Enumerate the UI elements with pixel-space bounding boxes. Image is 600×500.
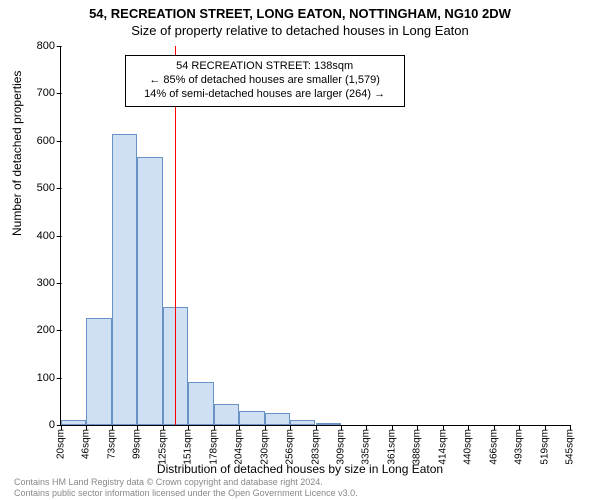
histogram-bar — [188, 382, 213, 425]
x-tick: 256sqm — [285, 425, 296, 465]
plot-area: 010020030040050060070080020sqm46sqm73sqm… — [60, 46, 570, 426]
x-tick: 388sqm — [412, 425, 423, 465]
y-tick: 800 — [37, 40, 61, 52]
x-tick: 20sqm — [56, 425, 67, 459]
x-tick: 73sqm — [106, 425, 117, 459]
x-tick: 125sqm — [157, 425, 168, 465]
x-tick: 519sqm — [539, 425, 550, 465]
x-tick: 466sqm — [488, 425, 499, 465]
annotation-line: 14% of semi-detached houses are larger (… — [132, 88, 398, 102]
histogram-bar — [214, 404, 239, 425]
title-line1: 54, RECREATION STREET, LONG EATON, NOTTI… — [0, 0, 600, 21]
x-tick: 230sqm — [259, 425, 270, 465]
x-tick: 283sqm — [310, 425, 321, 465]
y-tick: 500 — [37, 182, 61, 194]
x-tick: 493sqm — [514, 425, 525, 465]
title-line2: Size of property relative to detached ho… — [0, 21, 600, 38]
x-tick: 151sqm — [183, 425, 194, 465]
annotation-line: ← 85% of detached houses are smaller (1,… — [132, 74, 398, 88]
annotation-line: 54 RECREATION STREET: 138sqm — [132, 60, 398, 74]
y-tick: 400 — [37, 230, 61, 242]
y-tick: 100 — [37, 372, 61, 384]
histogram-bar — [265, 413, 290, 425]
attribution-line1: Contains HM Land Registry data © Crown c… — [14, 477, 592, 487]
histogram-bar — [239, 411, 264, 425]
histogram-bar — [61, 420, 86, 425]
histogram-bar — [290, 420, 315, 425]
x-tick: 545sqm — [565, 425, 576, 465]
histogram-bar — [112, 134, 137, 425]
y-axis-label: Number of detached properties — [10, 71, 24, 236]
y-tick: 300 — [37, 277, 61, 289]
y-tick: 600 — [37, 135, 61, 147]
histogram-bar — [137, 157, 162, 425]
figure: 54, RECREATION STREET, LONG EATON, NOTTI… — [0, 0, 600, 500]
x-tick: 440sqm — [463, 425, 474, 465]
annotation-box: 54 RECREATION STREET: 138sqm← 85% of det… — [125, 55, 405, 106]
x-tick: 309sqm — [335, 425, 346, 465]
x-tick: 361sqm — [386, 425, 397, 465]
x-tick: 204sqm — [234, 425, 245, 465]
x-tick: 335sqm — [361, 425, 372, 465]
y-tick: 200 — [37, 324, 61, 336]
attribution-line2: Contains public sector information licen… — [14, 488, 592, 498]
x-axis-label: Distribution of detached houses by size … — [0, 462, 600, 476]
x-tick: 46sqm — [81, 425, 92, 459]
x-tick: 178sqm — [208, 425, 219, 465]
y-tick: 700 — [37, 87, 61, 99]
histogram-bar — [316, 423, 341, 425]
histogram-bar — [86, 318, 111, 425]
attribution: Contains HM Land Registry data © Crown c… — [14, 477, 592, 498]
x-tick: 414sqm — [437, 425, 448, 465]
x-tick: 99sqm — [132, 425, 143, 459]
